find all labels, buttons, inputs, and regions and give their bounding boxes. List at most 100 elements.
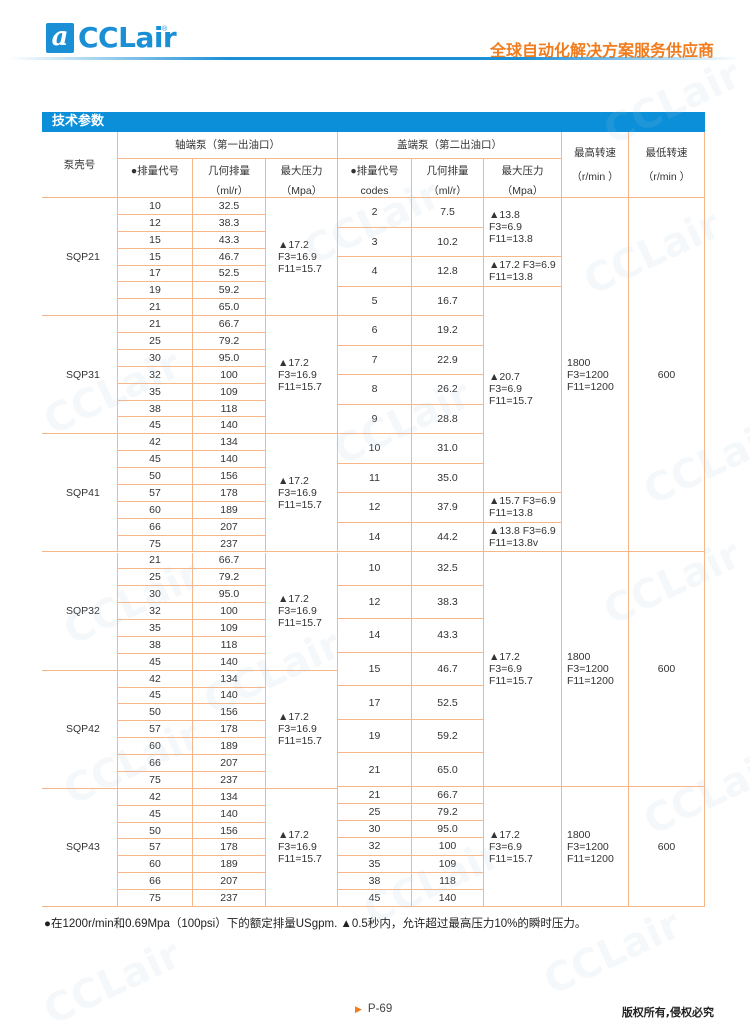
cover-displacement-code: 3 <box>338 227 412 257</box>
shaft-displacement: 118 <box>193 636 266 654</box>
shaft-max-pressure: ▲17.2 F3=16.9 F11=15.7 <box>266 670 338 789</box>
displacement-unit: （ml/r） <box>209 185 249 197</box>
shaft-displacement: 156 <box>193 704 266 722</box>
logo-mark: a <box>46 23 74 53</box>
shaft-displacement-code: 15 <box>118 248 193 266</box>
shaft-displacement: 100 <box>193 603 266 621</box>
shaft-max-pressure: ▲17.2 F3=16.9 F11=15.7 <box>266 788 338 907</box>
cover-displacement: 140 <box>412 889 484 907</box>
cover-displacement: 32.5 <box>412 552 484 586</box>
shaft-displacement: 134 <box>193 670 266 688</box>
cover-max-pressure: ▲15.7 F3=6.9 F11=13.8 <box>484 493 562 523</box>
cover-max-pressure: ▲17.2 F3=6.9 F11=15.7 <box>484 787 562 907</box>
shaft-displacement: 79.2 <box>193 569 266 587</box>
watermark-logo: CCLair <box>37 931 188 1035</box>
shaft-displacement: 189 <box>193 856 266 874</box>
shaft-displacement-code: 19 <box>118 282 193 300</box>
shaft-displacement: 156 <box>193 468 266 485</box>
header-min-speed: 最低转速 （r/min ） <box>629 132 705 198</box>
shaft-displacement-code: 45 <box>118 805 193 823</box>
header-shaft-group: 轴端泵（第一出油口） <box>118 132 338 159</box>
pump-model: SQP42 <box>42 670 118 789</box>
cover-displacement: 7.5 <box>412 198 484 228</box>
subheader-displacement: 几何排量 （ml/r） <box>412 159 484 198</box>
shaft-displacement: 207 <box>193 755 266 772</box>
min-speed: 600 <box>629 787 705 907</box>
cover-max-pressure: ▲17.2 F3=6.9 F11=13.8 <box>484 257 562 287</box>
shaft-max-pressure: ▲17.2 F3=16.9 F11=15.7 <box>266 198 338 317</box>
shaft-displacement: 237 <box>193 771 266 789</box>
shaft-displacement: 109 <box>193 383 266 401</box>
shaft-displacement-code: 45 <box>118 451 193 469</box>
pump-model: SQP32 <box>42 552 118 671</box>
shaft-displacement: 189 <box>193 501 266 519</box>
cover-displacement: 65.0 <box>412 753 484 787</box>
cover-displacement: 12.8 <box>412 257 484 287</box>
max-speed: 1800 F3=1200 F11=1200 <box>562 787 629 907</box>
min-speed: 600 <box>629 198 705 552</box>
cover-displacement-code: 21 <box>338 753 412 787</box>
displacement-label: 几何排量 <box>208 165 250 177</box>
page-number-text: P-69 <box>367 1003 393 1015</box>
shaft-displacement: 140 <box>193 451 266 469</box>
subheader-code: ●排量代号 codes <box>338 159 412 198</box>
shaft-displacement-code: 45 <box>118 653 193 671</box>
shaft-displacement-code: 50 <box>118 704 193 722</box>
max_pressure-label: 最大压力 <box>501 165 544 177</box>
shaft-displacement-code: 75 <box>118 535 193 553</box>
subheader-displacement: 几何排量 （ml/r） <box>193 159 266 198</box>
shaft-max-pressure: ▲17.2 F3=16.9 F11=15.7 <box>266 434 338 553</box>
cover-displacement-code: 17 <box>338 686 412 720</box>
shaft-displacement-code: 25 <box>118 569 193 587</box>
shaft-displacement-code: 38 <box>118 636 193 654</box>
shaft-displacement: 140 <box>193 417 266 435</box>
code-label: ●排量代号 <box>350 165 399 177</box>
shaft-displacement: 134 <box>193 788 266 806</box>
shaft-displacement: 95.0 <box>193 349 266 367</box>
subheader-max_pressure: 最大压力 （Mpa） <box>484 159 562 198</box>
shaft-displacement-code: 57 <box>118 839 193 857</box>
shaft-displacement-code: 42 <box>118 788 193 806</box>
cover-displacement: 44.2 <box>412 522 484 552</box>
max-speed: 1800 F3=1200 F11=1200 <box>562 552 629 787</box>
cover-displacement-code: 19 <box>338 719 412 754</box>
shaft-displacement-code: 57 <box>118 721 193 739</box>
shaft-displacement-code: 10 <box>118 198 193 215</box>
shaft-displacement-code: 57 <box>118 484 193 502</box>
shaft-displacement: 46.7 <box>193 248 266 266</box>
shaft-displacement: 79.2 <box>193 333 266 350</box>
cover-displacement: 38.3 <box>412 585 484 620</box>
cover-displacement-code: 10 <box>338 552 412 586</box>
cover-displacement: 22.9 <box>412 345 484 375</box>
cover-displacement-code: 10 <box>338 434 412 464</box>
cover-displacement-code: 7 <box>338 345 412 375</box>
cover-max-pressure: ▲17.2 F3=6.9 F11=15.7 <box>484 552 562 787</box>
shaft-displacement-code: 45 <box>118 687 193 705</box>
cover-displacement: 10.2 <box>412 227 484 257</box>
pump-model: SQP21 <box>42 198 118 317</box>
shaft-displacement: 100 <box>193 366 266 384</box>
cover-displacement-code: 12 <box>338 585 412 620</box>
code-sub: codes <box>360 185 389 197</box>
cover-displacement: 26.2 <box>412 375 484 405</box>
shaft-displacement-code: 15 <box>118 231 193 249</box>
cover-displacement: 95.0 <box>412 821 484 839</box>
cover-max-pressure: ▲13.8 F3=6.9 F11=13.8v <box>484 522 562 552</box>
shaft-displacement-code: 45 <box>118 417 193 435</box>
cover-displacement-code: 12 <box>338 493 412 523</box>
cover-displacement-code: 45 <box>338 889 412 907</box>
shaft-displacement-code: 42 <box>118 670 193 688</box>
shaft-displacement: 66.7 <box>193 316 266 334</box>
cover-displacement: 16.7 <box>412 286 484 316</box>
cover-displacement-code: 2 <box>338 198 412 228</box>
shaft-displacement-code: 35 <box>118 383 193 401</box>
cover-displacement: 66.7 <box>412 787 484 805</box>
shaft-displacement-code: 42 <box>118 434 193 452</box>
cover-displacement-code: 6 <box>338 316 412 346</box>
pressure-unit: （Mpa） <box>280 185 323 197</box>
shaft-displacement: 178 <box>193 484 266 502</box>
cover-displacement: 52.5 <box>412 686 484 720</box>
shaft-displacement-code: 17 <box>118 265 193 283</box>
shaft-displacement: 189 <box>193 738 266 756</box>
cover-displacement-code: 25 <box>338 804 412 822</box>
